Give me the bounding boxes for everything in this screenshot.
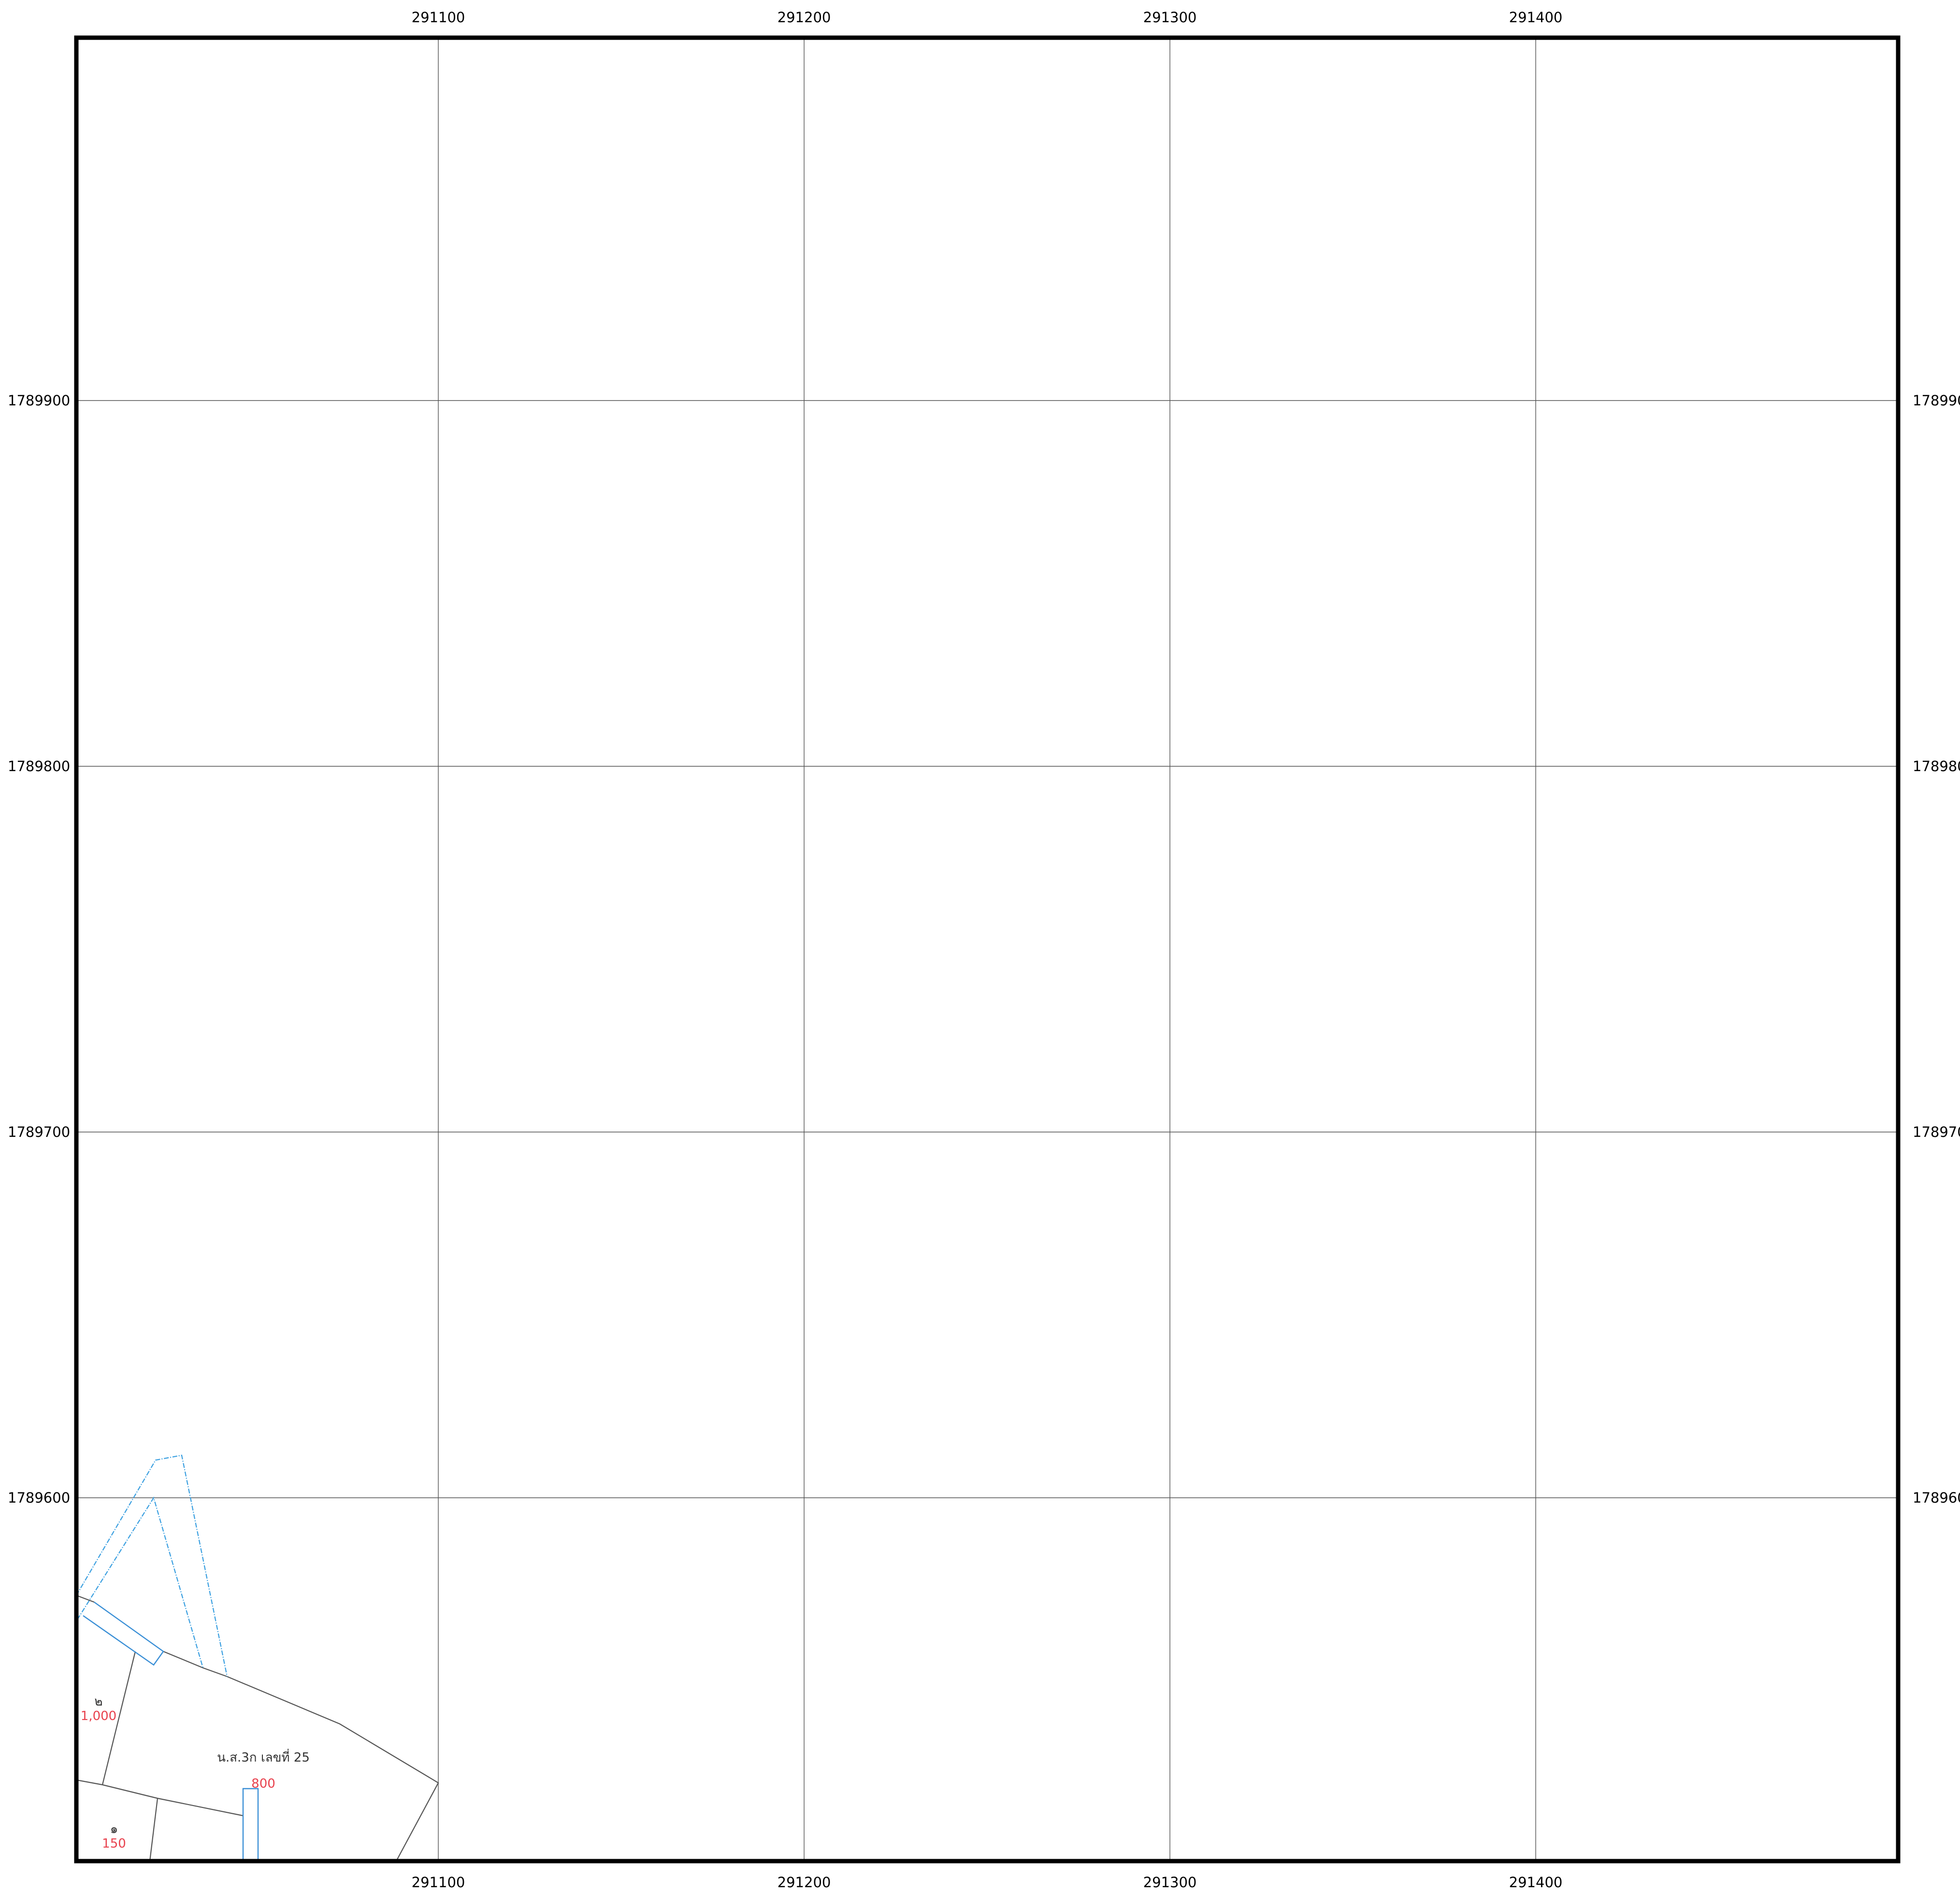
left-tick-label: 1789900 <box>8 392 70 409</box>
left-axis-labels: 1789900 1789800 1789700 1789600 <box>8 392 70 1506</box>
left-tick-label: 1789600 <box>8 1490 70 1506</box>
map-frame <box>74 35 1901 1864</box>
parcel-boundary-main <box>163 1650 439 1862</box>
top-tick-label: 291200 <box>778 9 831 26</box>
right-tick-label: 1789800 <box>1913 758 1960 774</box>
parcel-number-2: ๒ <box>94 1694 102 1709</box>
right-axis-labels: 1789900 1789800 1789700 1789600 <box>1913 392 1960 1506</box>
left-tick-label: 1789800 <box>8 758 70 774</box>
parcel-labels: ๒ 1,000 น.ส.3ก เลขที่ 25 800 ๑ 150 <box>81 1694 310 1851</box>
canal-outline-outer <box>76 1454 228 1677</box>
bottom-tick-label: 291100 <box>412 1874 465 1891</box>
parcel-title: น.ส.3ก เลขที่ 25 <box>217 1749 310 1765</box>
strip-value: 800 <box>251 1777 275 1791</box>
road-strip-upper <box>83 1602 164 1666</box>
right-tick-label: 1789900 <box>1913 392 1960 409</box>
horizontal-grid-lines <box>76 400 1898 1498</box>
top-axis-labels: 291100 291200 291300 291400 <box>412 9 1563 26</box>
top-tick-label: 291100 <box>412 9 465 26</box>
parcel-boundaries <box>76 1594 439 1862</box>
parcel-boundary-south-west <box>76 1779 244 1817</box>
left-tick-label: 1789700 <box>8 1124 70 1140</box>
top-tick-label: 291400 <box>1509 9 1563 26</box>
road-strip-south <box>242 1788 259 1861</box>
parcel-divider-p2-west <box>101 1651 136 1785</box>
bottom-tick-label: 291300 <box>1143 1874 1197 1891</box>
parcel-divider-p1-east <box>149 1798 159 1862</box>
parcel-boundary-north <box>76 1594 95 1603</box>
right-tick-label: 1789600 <box>1913 1490 1960 1506</box>
vertical-grid-lines <box>438 38 1536 1861</box>
parcel-number-1: ๑ <box>110 1822 118 1836</box>
parcel-value-1: 150 <box>102 1836 126 1851</box>
bottom-tick-label: 291400 <box>1509 1874 1563 1891</box>
bottom-axis-labels: 291100 291200 291300 291400 <box>412 1874 1563 1891</box>
bottom-tick-label: 291200 <box>778 1874 831 1891</box>
top-tick-label: 291300 <box>1143 9 1197 26</box>
right-tick-label: 1789700 <box>1913 1124 1960 1140</box>
canal-outline-inner <box>77 1496 204 1668</box>
blue-boundaries <box>76 1454 259 1861</box>
parcel-value-2: 1,000 <box>81 1709 116 1723</box>
